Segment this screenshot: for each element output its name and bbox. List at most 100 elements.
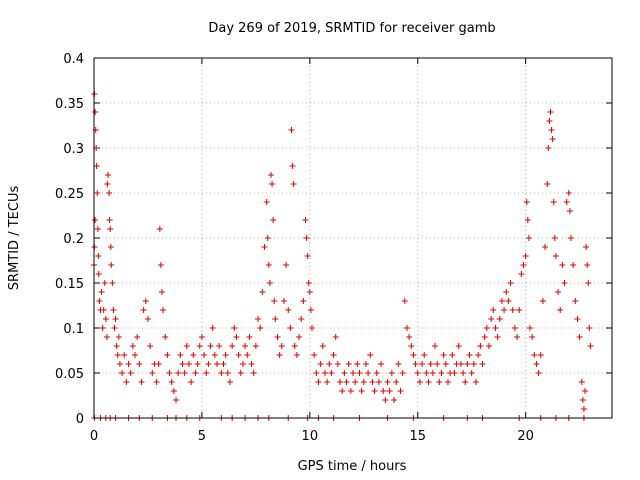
data-point [115, 334, 122, 340]
data-point [345, 361, 352, 367]
data-points [91, 91, 594, 421]
data-point [352, 379, 359, 385]
data-point [116, 361, 123, 367]
data-point [408, 343, 415, 349]
data-point [347, 388, 354, 394]
data-point [410, 352, 417, 358]
data-point [526, 325, 533, 331]
x-tick-label: 10 [302, 429, 319, 444]
data-point [436, 379, 443, 385]
data-point [155, 361, 162, 367]
data-point [429, 370, 436, 376]
data-point [302, 217, 309, 223]
data-point [332, 334, 339, 340]
data-point [271, 298, 278, 304]
data-point [468, 370, 475, 376]
data-point [438, 370, 445, 376]
data-point [501, 307, 508, 313]
data-point [451, 370, 458, 376]
data-point [175, 370, 182, 376]
data-point [576, 334, 583, 340]
data-point [548, 127, 555, 133]
data-point [565, 190, 572, 196]
data-point [313, 370, 320, 376]
data-point [423, 370, 430, 376]
data-point [330, 352, 337, 358]
data-point [522, 253, 529, 259]
data-point [388, 370, 395, 376]
data-point [231, 325, 238, 331]
data-point [201, 352, 208, 358]
data-point [170, 388, 177, 394]
data-point [509, 307, 516, 313]
data-point [382, 397, 389, 403]
data-point [416, 379, 423, 385]
data-point [319, 343, 326, 349]
data-point [425, 379, 432, 385]
data-point [101, 280, 108, 286]
x-tick-label: 15 [409, 429, 426, 444]
data-point [237, 370, 244, 376]
data-point [125, 361, 132, 367]
data-point [289, 163, 296, 169]
y-tick-label: 0.3 [63, 142, 84, 157]
data-point [306, 289, 313, 295]
data-point [579, 397, 586, 403]
data-point [311, 352, 318, 358]
data-point [470, 361, 477, 367]
data-point [503, 289, 510, 295]
data-point [544, 181, 551, 187]
data-point [572, 298, 579, 304]
data-point [259, 289, 266, 295]
data-point [473, 379, 480, 385]
data-point [156, 226, 163, 232]
data-point [96, 298, 103, 304]
data-point [574, 316, 581, 322]
data-point [110, 307, 117, 313]
data-point [233, 334, 240, 340]
data-point [551, 235, 558, 241]
data-point [127, 370, 134, 376]
x-axis-label: GPS time / hours [298, 459, 407, 474]
data-point [246, 334, 253, 340]
data-point [222, 352, 229, 358]
data-point [166, 370, 173, 376]
data-point [266, 280, 273, 286]
data-point [98, 289, 105, 295]
data-point [490, 307, 497, 313]
data-point [288, 127, 295, 133]
data-point [399, 370, 406, 376]
x-tick-label: 5 [198, 429, 206, 444]
data-point [183, 343, 190, 349]
data-point [378, 361, 385, 367]
data-point [535, 370, 542, 376]
data-point [406, 334, 413, 340]
data-point [559, 262, 566, 268]
data-point [580, 406, 587, 412]
data-point [505, 298, 512, 304]
data-point [317, 361, 324, 367]
data-point [291, 343, 298, 349]
data-point [525, 235, 532, 241]
data-point [308, 325, 315, 331]
data-point [395, 361, 402, 367]
data-point [285, 307, 292, 313]
data-point [293, 352, 300, 358]
data-point [305, 280, 312, 286]
data-point [334, 361, 341, 367]
data-point [533, 361, 540, 367]
data-point [358, 388, 365, 394]
data-point [324, 379, 331, 385]
data-point [129, 343, 136, 349]
data-point [315, 379, 322, 385]
data-point [123, 379, 130, 385]
data-point [211, 352, 218, 358]
data-point [583, 244, 590, 250]
data-point [106, 190, 113, 196]
data-point [92, 109, 99, 115]
data-point [111, 325, 118, 331]
y-axis-ticks: 0 0.05 0.1 0.15 0.2 0.25 0.3 0.35 0.4 [55, 52, 612, 427]
data-point [190, 352, 197, 358]
data-point [585, 280, 592, 286]
data-point [584, 262, 591, 268]
